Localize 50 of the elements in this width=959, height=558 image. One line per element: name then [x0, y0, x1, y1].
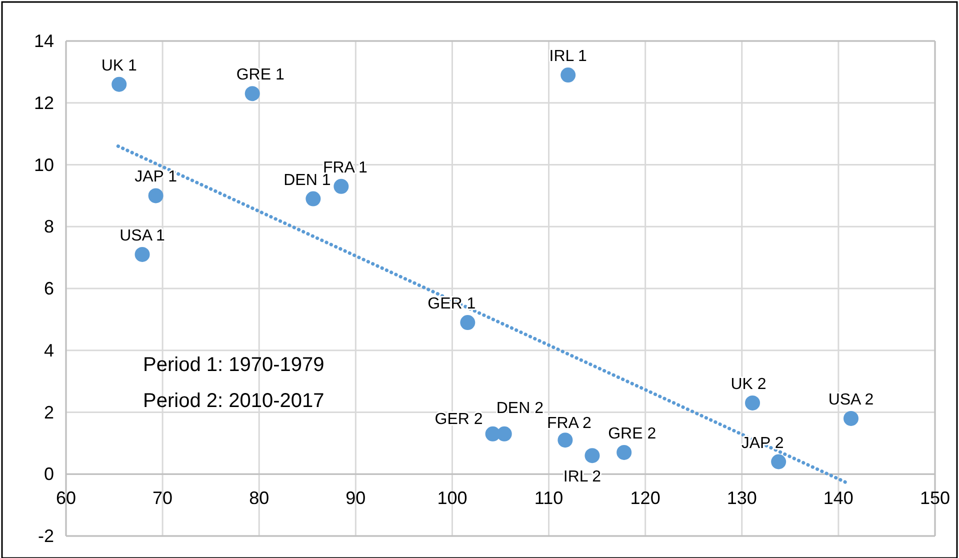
point: [112, 76, 127, 92]
annotation: GRE 1: [236, 66, 284, 84]
point: [244, 86, 260, 102]
point: [560, 68, 576, 83]
point: [134, 246, 150, 262]
x-tick-label: 110: [534, 488, 564, 508]
point: [771, 454, 786, 470]
annotation: Period 1: 1970-1979: [143, 354, 324, 376]
annotation: IRL 2: [563, 468, 602, 486]
y-tick-label: 12: [34, 92, 54, 113]
x-tick-label: 120: [630, 488, 660, 508]
annotation: GER 1: [428, 296, 476, 313]
annotation: USA 2: [828, 391, 874, 408]
point: [306, 191, 321, 206]
x-tick-label: 70: [152, 488, 173, 508]
point: [843, 410, 858, 426]
annotation: JAP 1: [134, 168, 178, 186]
y-tick-label: 14: [34, 31, 54, 51]
annotation: GRE 2: [608, 425, 656, 442]
y-tick-label: 10: [34, 154, 54, 175]
point: [148, 188, 164, 204]
annotation: UK 2: [730, 376, 766, 393]
x-tick-label: 80: [249, 488, 270, 508]
point: [616, 444, 632, 460]
y-tick-label: 2: [44, 402, 54, 422]
annotation: DEN 1: [284, 172, 331, 189]
annotation: UK 1: [101, 57, 137, 74]
x-tick-label: 140: [823, 488, 854, 508]
point: [584, 448, 600, 464]
annotation: Period 2: 2010-2017: [143, 390, 324, 412]
annotation: FRA 2: [546, 415, 592, 432]
x-tick-label: 60: [56, 488, 76, 508]
point: [460, 315, 476, 330]
y-tick-label: 6: [44, 278, 54, 298]
point: [334, 178, 349, 194]
x-tick-label: 130: [726, 488, 757, 508]
x-tick-label: 150: [920, 488, 950, 508]
x-tick-label: 90: [346, 488, 366, 508]
annotation: GER 2: [434, 410, 483, 428]
y-tick-label: 8: [44, 216, 54, 237]
y-tick-label: 0: [44, 464, 54, 484]
x-tick-label: 100: [437, 488, 468, 508]
y-tick-label: 4: [44, 340, 54, 360]
point: [558, 432, 573, 448]
point: [496, 426, 512, 442]
annotation: IRL 1: [549, 48, 588, 66]
annotation: USA 1: [120, 227, 166, 244]
point: [745, 395, 760, 410]
annotation: DEN 2: [496, 400, 544, 417]
y-tick-label: -2: [38, 526, 54, 546]
